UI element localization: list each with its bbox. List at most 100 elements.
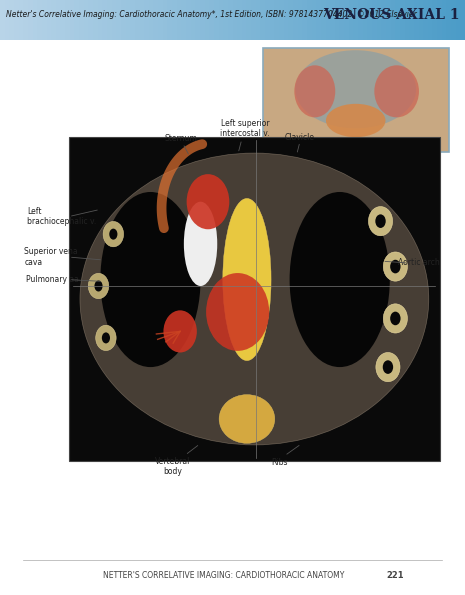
Ellipse shape (96, 325, 116, 350)
Ellipse shape (294, 65, 335, 117)
Bar (126, 0, 130, 40)
Bar (181, 0, 186, 40)
Bar (270, 0, 274, 40)
Bar (177, 0, 181, 40)
Bar (56, 0, 60, 40)
Text: 221: 221 (386, 571, 404, 580)
Bar (256, 0, 260, 40)
Ellipse shape (184, 202, 217, 286)
Ellipse shape (206, 273, 269, 351)
Bar (260, 0, 265, 40)
Bar (130, 0, 135, 40)
Text: Vertebral
body: Vertebral body (155, 457, 191, 477)
Bar (302, 0, 307, 40)
Bar (246, 0, 251, 40)
Bar (69, 137, 440, 461)
Bar (265, 0, 270, 40)
Bar (93, 0, 98, 40)
Bar (5, 0, 9, 40)
Bar (307, 0, 312, 40)
Bar (9, 0, 14, 40)
Ellipse shape (376, 352, 400, 381)
Bar (107, 0, 112, 40)
Ellipse shape (383, 304, 407, 333)
Bar (339, 0, 344, 40)
Bar (84, 0, 88, 40)
Text: VENOUS AXIAL 1: VENOUS AXIAL 1 (323, 8, 459, 23)
Bar (432, 0, 437, 40)
Bar (153, 0, 158, 40)
Bar (288, 0, 293, 40)
Bar (140, 0, 144, 40)
Text: Netter's Correlative Imaging: Cardiothoracic Anatomy*, 1st Edition, ISBN: 978143: Netter's Correlative Imaging: Cardiothor… (6, 10, 416, 18)
Ellipse shape (295, 50, 416, 129)
Bar (316, 0, 321, 40)
Bar (228, 0, 232, 40)
Bar (298, 0, 302, 40)
Bar (274, 0, 279, 40)
Bar (42, 0, 47, 40)
Bar (251, 0, 256, 40)
Bar (232, 0, 237, 40)
Bar (60, 0, 65, 40)
Bar (395, 0, 400, 40)
Ellipse shape (102, 333, 110, 343)
Bar (279, 0, 284, 40)
Bar (242, 0, 246, 40)
Bar (386, 0, 391, 40)
Ellipse shape (390, 260, 400, 273)
Bar (23, 0, 28, 40)
Bar (214, 0, 219, 40)
Bar (409, 0, 414, 40)
Text: NETTER'S CORRELATIVE IMAGING: CARDIOTHORACIC ANATOMY: NETTER'S CORRELATIVE IMAGING: CARDIOTHOR… (102, 571, 344, 580)
Bar (209, 0, 214, 40)
Bar (33, 0, 37, 40)
Bar (418, 0, 423, 40)
Bar (191, 0, 195, 40)
Bar (330, 0, 335, 40)
Text: Left superior
intercostal v.: Left superior intercostal v. (220, 118, 270, 138)
Ellipse shape (163, 311, 197, 352)
Ellipse shape (374, 65, 419, 117)
Ellipse shape (100, 192, 200, 367)
Bar (158, 0, 163, 40)
Bar (372, 0, 377, 40)
Bar (293, 0, 298, 40)
Bar (167, 0, 172, 40)
Bar (446, 0, 451, 40)
Bar (358, 0, 363, 40)
Bar (263, 48, 449, 152)
Bar (37, 0, 42, 40)
Bar (456, 0, 460, 40)
Bar (70, 0, 74, 40)
Bar (237, 0, 242, 40)
Bar (353, 0, 358, 40)
Bar (144, 0, 149, 40)
Bar (195, 0, 200, 40)
Text: Superior vena
cava: Superior vena cava (24, 248, 78, 267)
Ellipse shape (186, 174, 229, 229)
Ellipse shape (383, 361, 393, 374)
Bar (326, 0, 330, 40)
Bar (381, 0, 386, 40)
Text: Sternum: Sternum (164, 134, 197, 143)
Ellipse shape (223, 199, 271, 361)
Bar (88, 0, 93, 40)
Bar (0, 0, 5, 40)
Bar (186, 0, 191, 40)
Bar (284, 0, 288, 40)
Bar (263, 48, 449, 152)
Text: Aortic arch: Aortic arch (398, 258, 439, 268)
Bar (19, 0, 23, 40)
Ellipse shape (375, 214, 385, 228)
Text: Pulmonary aa.: Pulmonary aa. (26, 275, 81, 284)
Ellipse shape (103, 221, 124, 247)
Text: Ribs: Ribs (271, 458, 287, 467)
Ellipse shape (290, 192, 390, 367)
Bar (367, 0, 372, 40)
Ellipse shape (88, 273, 109, 299)
Ellipse shape (390, 312, 400, 325)
Bar (363, 0, 367, 40)
Bar (428, 0, 432, 40)
Ellipse shape (94, 280, 103, 292)
